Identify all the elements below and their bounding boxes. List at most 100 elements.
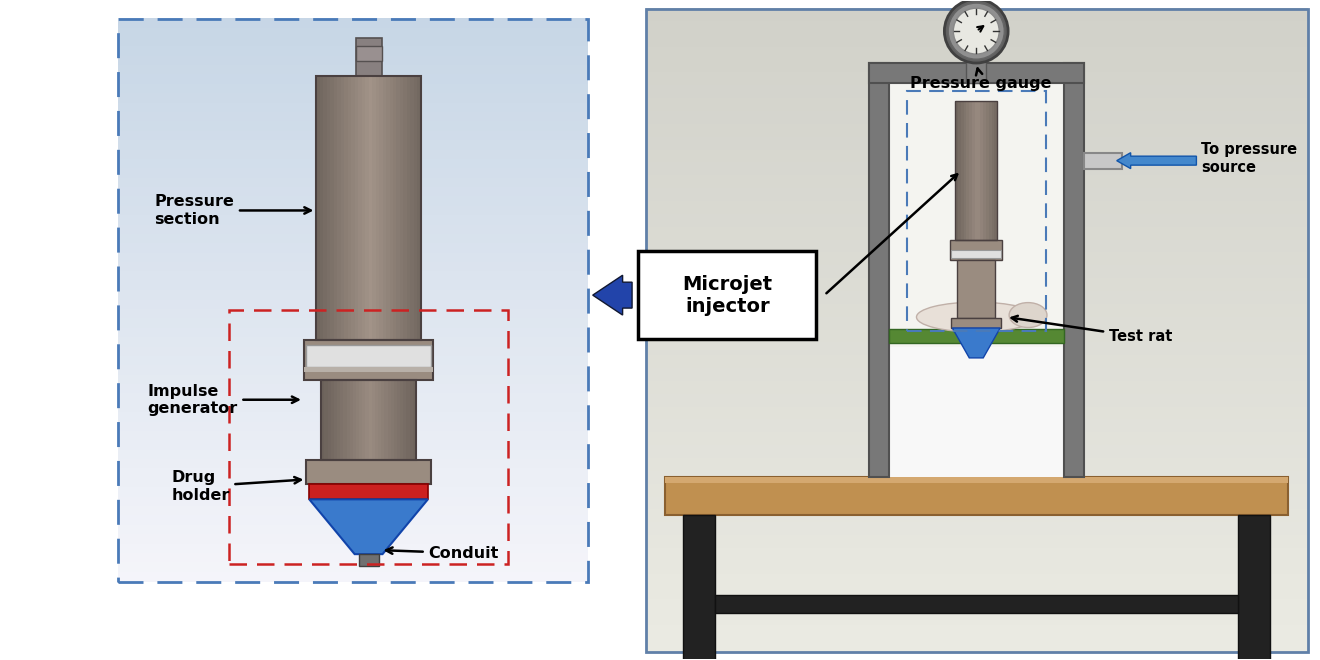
Bar <box>117 262 587 273</box>
Bar <box>645 561 1308 575</box>
Bar <box>317 76 421 340</box>
Bar <box>888 83 1064 347</box>
Bar <box>117 356 587 366</box>
Bar <box>645 458 1308 472</box>
Bar <box>309 484 428 500</box>
Bar <box>645 201 1308 215</box>
Bar <box>957 260 995 318</box>
Bar <box>645 407 1308 420</box>
Bar <box>323 76 327 340</box>
Bar <box>645 34 1308 48</box>
Bar <box>117 384 587 395</box>
Bar <box>645 252 1308 266</box>
Bar <box>117 525 587 535</box>
Bar <box>969 101 973 240</box>
Bar <box>645 612 1308 626</box>
Bar <box>352 379 356 459</box>
Bar <box>645 150 1308 164</box>
Bar <box>1064 63 1084 477</box>
Bar <box>645 587 1308 601</box>
Bar <box>645 432 1308 446</box>
Bar <box>368 379 372 459</box>
Bar <box>117 28 587 38</box>
Bar <box>356 379 360 459</box>
Bar <box>117 234 587 244</box>
Bar <box>645 21 1308 35</box>
Bar <box>665 477 1288 483</box>
Bar <box>986 101 990 240</box>
Bar <box>334 379 338 459</box>
Bar <box>117 572 587 582</box>
Bar <box>645 535 1308 549</box>
Text: Pressure gauge: Pressure gauge <box>911 69 1052 91</box>
Bar <box>983 101 987 240</box>
Bar <box>966 101 970 240</box>
Bar <box>337 76 342 340</box>
Bar <box>1084 152 1122 168</box>
Bar <box>362 379 367 459</box>
Bar <box>117 459 587 469</box>
Bar <box>645 214 1308 228</box>
Bar <box>956 101 960 240</box>
Bar <box>317 76 321 340</box>
Bar <box>950 240 1002 260</box>
Bar <box>378 379 383 459</box>
Bar <box>355 38 381 76</box>
Bar <box>341 379 345 459</box>
Bar <box>327 76 331 340</box>
Bar <box>117 84 587 94</box>
Bar <box>385 76 391 340</box>
Bar <box>645 394 1308 408</box>
Bar <box>400 76 404 340</box>
Bar <box>645 278 1308 292</box>
Bar <box>1238 515 1270 660</box>
Bar <box>117 65 587 75</box>
Bar <box>117 168 587 179</box>
Bar <box>645 381 1308 395</box>
Bar <box>414 76 418 340</box>
Bar <box>409 379 413 459</box>
Bar <box>117 365 587 376</box>
Bar <box>366 379 370 459</box>
Bar <box>645 73 1308 86</box>
Bar <box>334 76 338 340</box>
Bar <box>645 162 1308 176</box>
Bar <box>907 91 1045 331</box>
Bar <box>117 375 587 385</box>
Bar <box>645 9 1308 652</box>
Bar <box>372 76 376 340</box>
Bar <box>381 379 385 459</box>
Bar <box>994 101 998 240</box>
Bar <box>117 496 587 507</box>
Bar <box>325 379 329 459</box>
Bar <box>981 101 985 240</box>
Bar <box>379 76 384 340</box>
Bar <box>117 506 587 516</box>
Bar <box>347 76 352 340</box>
Bar <box>645 510 1308 523</box>
Bar <box>645 574 1308 587</box>
Bar <box>645 368 1308 382</box>
Bar <box>366 76 370 340</box>
Bar <box>117 19 587 582</box>
Ellipse shape <box>1008 302 1047 327</box>
Bar <box>389 76 393 340</box>
Bar <box>117 318 587 329</box>
Bar <box>645 124 1308 138</box>
Bar <box>407 76 412 340</box>
Bar <box>117 112 587 122</box>
Bar <box>665 477 1288 515</box>
Bar <box>645 85 1308 99</box>
Polygon shape <box>952 328 1001 358</box>
Text: Microjet
injector: Microjet injector <box>682 275 772 315</box>
Bar <box>888 329 1064 343</box>
Bar <box>117 224 587 235</box>
Bar <box>117 412 587 422</box>
Bar <box>117 206 587 216</box>
Bar <box>404 76 408 340</box>
Bar <box>869 63 888 477</box>
Bar <box>319 76 325 340</box>
Bar <box>304 367 433 372</box>
Circle shape <box>953 8 999 54</box>
Circle shape <box>948 3 1005 59</box>
